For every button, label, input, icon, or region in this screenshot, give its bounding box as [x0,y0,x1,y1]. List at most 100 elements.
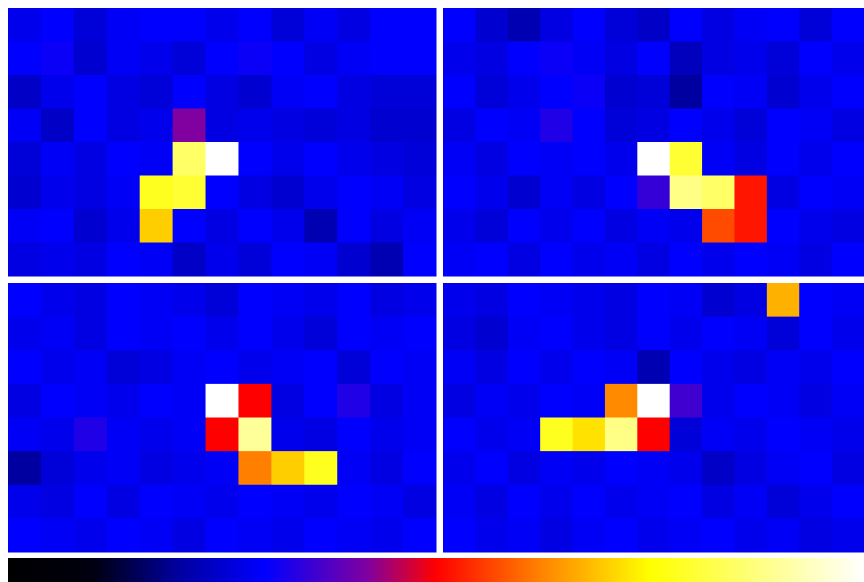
heatmap-cell [403,8,436,42]
heatmap-cell [670,384,703,418]
heatmap-cell [238,243,271,277]
heatmap-cell [107,142,140,176]
heatmap-cell [206,451,239,485]
heatmap-cell [573,8,606,42]
heatmap-cell [337,283,370,317]
heatmap-cell [370,384,403,418]
heatmap-cell [41,8,74,42]
heatmap-cell [403,485,436,519]
heatmap-cell [799,485,832,519]
heatmap-cell [8,8,41,42]
heatmap-cell [206,350,239,384]
heatmap-cell [107,209,140,243]
heatmap-cell [337,142,370,176]
heatmap-cell [670,75,703,109]
heatmap-cell [734,485,767,519]
heatmap-cell [508,142,541,176]
heatmap-cell [508,283,541,317]
heatmap-cell [670,8,703,42]
heatmap-cell [573,418,606,452]
heatmap-cell [304,209,337,243]
heatmap-cell [702,176,735,210]
heatmap-cell [605,142,638,176]
heatmap-cell [443,243,476,277]
heatmap-cell [8,485,41,519]
heatmap-cell [767,109,800,143]
heatmap-cell [799,384,832,418]
heatmap-cell [832,8,864,42]
heatmap-cell [573,176,606,210]
heatmap-cell [637,317,670,351]
heatmap-cell [337,317,370,351]
heatmap-cell [799,317,832,351]
heatmap-cell [304,350,337,384]
heatmap-cell [304,243,337,277]
heatmap-cell [370,451,403,485]
heatmap-cell [271,209,304,243]
heatmap-cell [799,8,832,42]
heatmap-cell [370,283,403,317]
heatmap-cell [337,418,370,452]
heatmap-cell [238,75,271,109]
heatmap-cell [702,485,735,519]
heatmap-cell [74,518,107,552]
heatmap-cell [107,350,140,384]
heatmap-cell [475,350,508,384]
heatmap-cell [540,485,573,519]
heatmap-cell [832,384,864,418]
heatmap-cell [8,109,41,143]
heatmap-cell [540,109,573,143]
heatmap-cell [443,109,476,143]
heatmap-cell [475,176,508,210]
heatmap-cell [206,243,239,277]
heatmap-cell [41,518,74,552]
heatmap-cell [403,176,436,210]
heatmap-cell [767,317,800,351]
heatmap-cell [670,485,703,519]
heatmap-cell [140,485,173,519]
heatmap-cell [443,317,476,351]
heatmap-cell [475,418,508,452]
heatmap-cell [140,75,173,109]
heatmap-cell [508,518,541,552]
heatmap-cell [173,75,206,109]
heatmap-cell [140,418,173,452]
heatmap-cell [767,418,800,452]
heatmap-cell [767,518,800,552]
heatmap-cell [140,8,173,42]
heatmap-cell [8,283,41,317]
heatmap-cell [508,109,541,143]
heatmap-cell [799,350,832,384]
heatmap-cell [140,209,173,243]
heatmap-cell [508,418,541,452]
heatmap-cell [734,75,767,109]
heatmap-cell [271,418,304,452]
heatmap-cell [206,518,239,552]
heatmap-cell [670,283,703,317]
heatmap-cell [508,451,541,485]
heatmap-cell [370,176,403,210]
heatmap-cell [41,209,74,243]
heatmap-cell [832,418,864,452]
heatmap-cell [206,42,239,76]
heatmap-cell [8,518,41,552]
heatmap-cell [475,384,508,418]
heatmap-cell [370,518,403,552]
heatmap-cell [508,485,541,519]
heatmap-cell [637,283,670,317]
heatmap-cell [337,109,370,143]
heatmap-cell [173,42,206,76]
heatmap-cell [443,384,476,418]
heatmap-cell [573,42,606,76]
heatmap-cell [403,142,436,176]
heatmap-cell [107,317,140,351]
heatmap-cell [767,142,800,176]
heatmap-cell [41,75,74,109]
heatmap-cell [767,485,800,519]
heatmap-cell [337,451,370,485]
heatmap-cell [637,8,670,42]
heatmap-cell [573,109,606,143]
heatmap-cell [832,142,864,176]
colorbar [8,558,864,582]
heatmap-cell [508,350,541,384]
